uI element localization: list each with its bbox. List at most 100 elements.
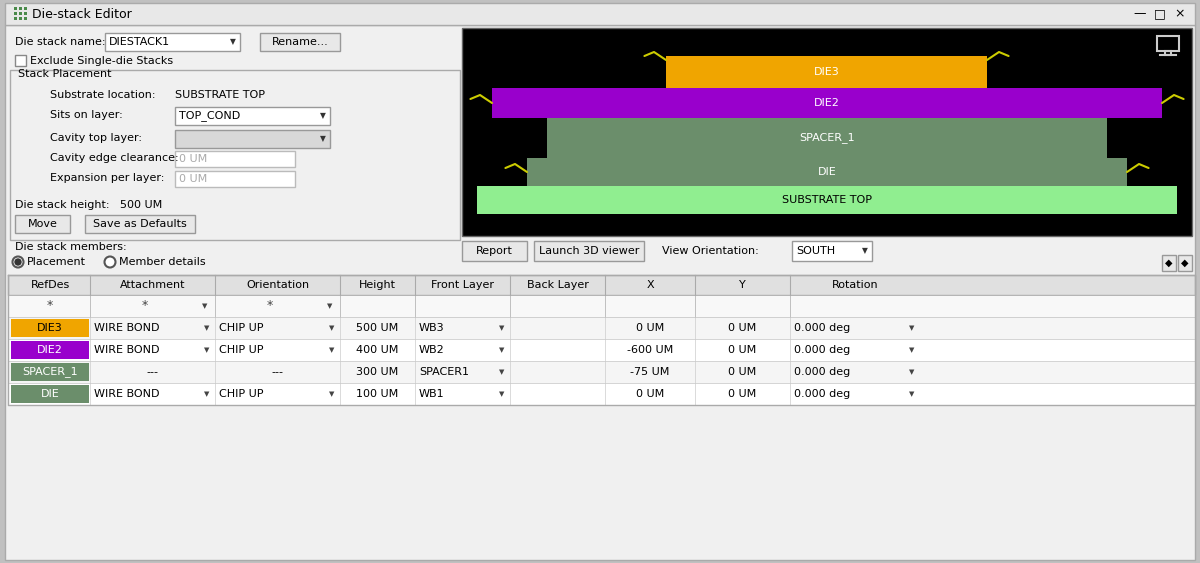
Text: ▼: ▼ — [204, 391, 210, 397]
Text: Die stack name:: Die stack name: — [14, 37, 106, 47]
Text: *: * — [47, 300, 53, 312]
Text: ▼: ▼ — [910, 369, 914, 375]
Text: ▼: ▼ — [499, 325, 505, 331]
Text: WB2: WB2 — [419, 345, 445, 355]
Text: ▼: ▼ — [910, 391, 914, 397]
Text: Member details: Member details — [119, 257, 205, 267]
Bar — [8, 275, 1195, 295]
Bar — [24, 7, 28, 10]
Text: □: □ — [1154, 7, 1166, 20]
Bar — [10, 70, 460, 240]
Text: 0.000 deg: 0.000 deg — [794, 389, 851, 399]
Bar — [492, 88, 1162, 118]
Text: Sits on layer:: Sits on layer: — [50, 110, 122, 120]
Text: Save as Defaults: Save as Defaults — [94, 219, 187, 229]
Bar — [8, 361, 1195, 383]
Bar — [666, 56, 986, 88]
Circle shape — [12, 257, 24, 267]
Text: 0 UM: 0 UM — [179, 174, 208, 184]
Text: WB1: WB1 — [419, 389, 445, 399]
Text: Rotation: Rotation — [832, 280, 878, 290]
Text: DIE3: DIE3 — [37, 323, 62, 333]
Bar — [792, 241, 872, 261]
Text: SUBSTRATE TOP: SUBSTRATE TOP — [175, 90, 265, 100]
Text: CHIP UP: CHIP UP — [220, 323, 264, 333]
Text: Rename...: Rename... — [271, 37, 329, 47]
Text: 0.000 deg: 0.000 deg — [794, 345, 851, 355]
Text: ▼: ▼ — [204, 325, 210, 331]
Text: ▼: ▼ — [910, 325, 914, 331]
Text: 0 UM: 0 UM — [728, 323, 757, 333]
Text: ▼: ▼ — [328, 303, 332, 309]
Bar — [1157, 36, 1178, 51]
Text: SOUTH: SOUTH — [796, 246, 835, 256]
Bar — [11, 385, 89, 403]
Bar — [534, 241, 644, 261]
Text: ▼: ▼ — [320, 135, 326, 144]
Bar — [462, 28, 1192, 236]
Text: ◆: ◆ — [1181, 258, 1189, 268]
Bar — [14, 55, 26, 66]
Text: 300 UM: 300 UM — [356, 367, 398, 377]
Text: Move: Move — [28, 219, 58, 229]
Text: ×: × — [1175, 7, 1186, 20]
Bar — [19, 17, 22, 20]
Bar — [85, 215, 194, 233]
Text: ▼: ▼ — [203, 303, 208, 309]
Text: DIESTACK1: DIESTACK1 — [109, 37, 170, 47]
Text: 500 UM: 500 UM — [120, 200, 162, 210]
Text: Back Layer: Back Layer — [527, 280, 588, 290]
Text: -75 UM: -75 UM — [630, 367, 670, 377]
Bar — [8, 295, 1195, 317]
Text: 500 UM: 500 UM — [356, 323, 398, 333]
Bar — [11, 341, 89, 359]
Text: ▼: ▼ — [204, 347, 210, 353]
Text: Attachment: Attachment — [120, 280, 185, 290]
Text: 0 UM: 0 UM — [636, 389, 664, 399]
Bar — [24, 12, 28, 15]
Text: SPACER_1: SPACER_1 — [22, 367, 78, 377]
Text: WB3: WB3 — [419, 323, 445, 333]
Bar — [5, 3, 1195, 25]
Bar — [547, 118, 1108, 158]
Text: ▼: ▼ — [230, 38, 236, 47]
Bar — [478, 186, 1177, 214]
Bar — [8, 317, 1195, 339]
Text: SPACER_1: SPACER_1 — [799, 132, 854, 144]
Bar — [1165, 51, 1171, 55]
Text: Die stack height:: Die stack height: — [14, 200, 109, 210]
Text: 100 UM: 100 UM — [356, 389, 398, 399]
Bar — [14, 7, 17, 10]
Text: Stack Placement: Stack Placement — [18, 69, 112, 79]
Text: Substrate location:: Substrate location: — [50, 90, 156, 100]
Text: ▼: ▼ — [910, 347, 914, 353]
Text: CHIP UP: CHIP UP — [220, 345, 264, 355]
Bar — [106, 33, 240, 51]
Text: CHIP UP: CHIP UP — [220, 389, 264, 399]
Text: Expansion per layer:: Expansion per layer: — [50, 173, 164, 183]
Text: WIRE BOND: WIRE BOND — [94, 323, 160, 333]
Text: View Orientation:: View Orientation: — [662, 246, 758, 256]
Bar — [175, 171, 295, 187]
Bar — [175, 130, 330, 148]
Text: Orientation: Orientation — [246, 280, 310, 290]
Text: DIE: DIE — [41, 389, 59, 399]
Text: ▼: ▼ — [329, 347, 335, 353]
Text: ▼: ▼ — [862, 247, 868, 256]
Text: Cavity top layer:: Cavity top layer: — [50, 133, 142, 143]
Text: Y: Y — [739, 280, 746, 290]
Text: SPACER1: SPACER1 — [419, 367, 469, 377]
Text: X: X — [646, 280, 654, 290]
Text: WIRE BOND: WIRE BOND — [94, 389, 160, 399]
Text: WIRE BOND: WIRE BOND — [94, 345, 160, 355]
Text: ---: --- — [146, 367, 158, 377]
Text: 0.000 deg: 0.000 deg — [794, 367, 851, 377]
Text: Die-stack Editor: Die-stack Editor — [32, 7, 132, 20]
Bar — [14, 215, 70, 233]
Bar — [527, 158, 1127, 186]
Bar — [462, 241, 527, 261]
Text: 0.000 deg: 0.000 deg — [794, 323, 851, 333]
Bar — [14, 12, 17, 15]
Text: Front Layer: Front Layer — [431, 280, 494, 290]
Text: Placement: Placement — [28, 257, 86, 267]
